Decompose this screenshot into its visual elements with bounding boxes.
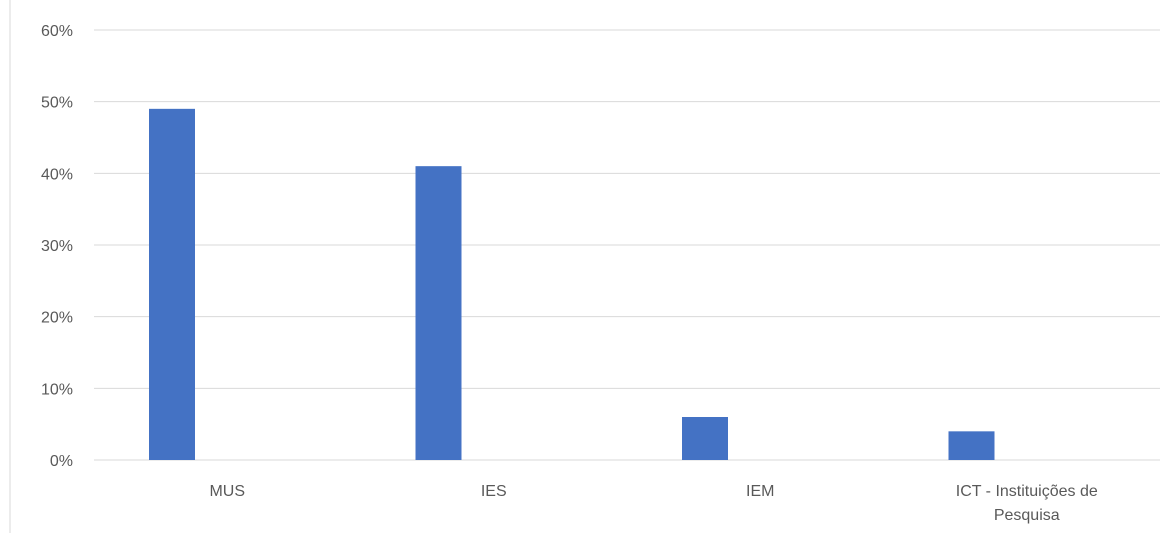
y-axis-tick-labels: 0% 10% 20% 30% 40% 50% 60% xyxy=(41,23,73,470)
bars xyxy=(149,108,995,460)
y-tick-label: 30% xyxy=(41,238,73,255)
y-tick-label: 50% xyxy=(41,95,73,112)
bar-0 xyxy=(149,108,195,460)
category-label: Pesquisa xyxy=(994,507,1060,524)
x-axis-category-labels: MUS IES IEM ICT - Instituições de Pesquisa xyxy=(209,483,1097,524)
category-label: IES xyxy=(481,483,507,500)
category-label: IEM xyxy=(746,483,774,500)
y-tick-label: 40% xyxy=(41,166,73,183)
bar-3 xyxy=(948,431,995,460)
gridlines xyxy=(94,29,1160,461)
y-tick-label: 0% xyxy=(50,453,73,470)
y-tick-label: 20% xyxy=(41,310,73,327)
category-label: ICT - Instituições de xyxy=(956,483,1098,500)
y-tick-label: 60% xyxy=(41,23,73,40)
y-tick-label: 10% xyxy=(41,381,73,398)
category-label: MUS xyxy=(209,483,245,500)
bar-2 xyxy=(682,417,728,460)
bar-1 xyxy=(415,166,462,460)
